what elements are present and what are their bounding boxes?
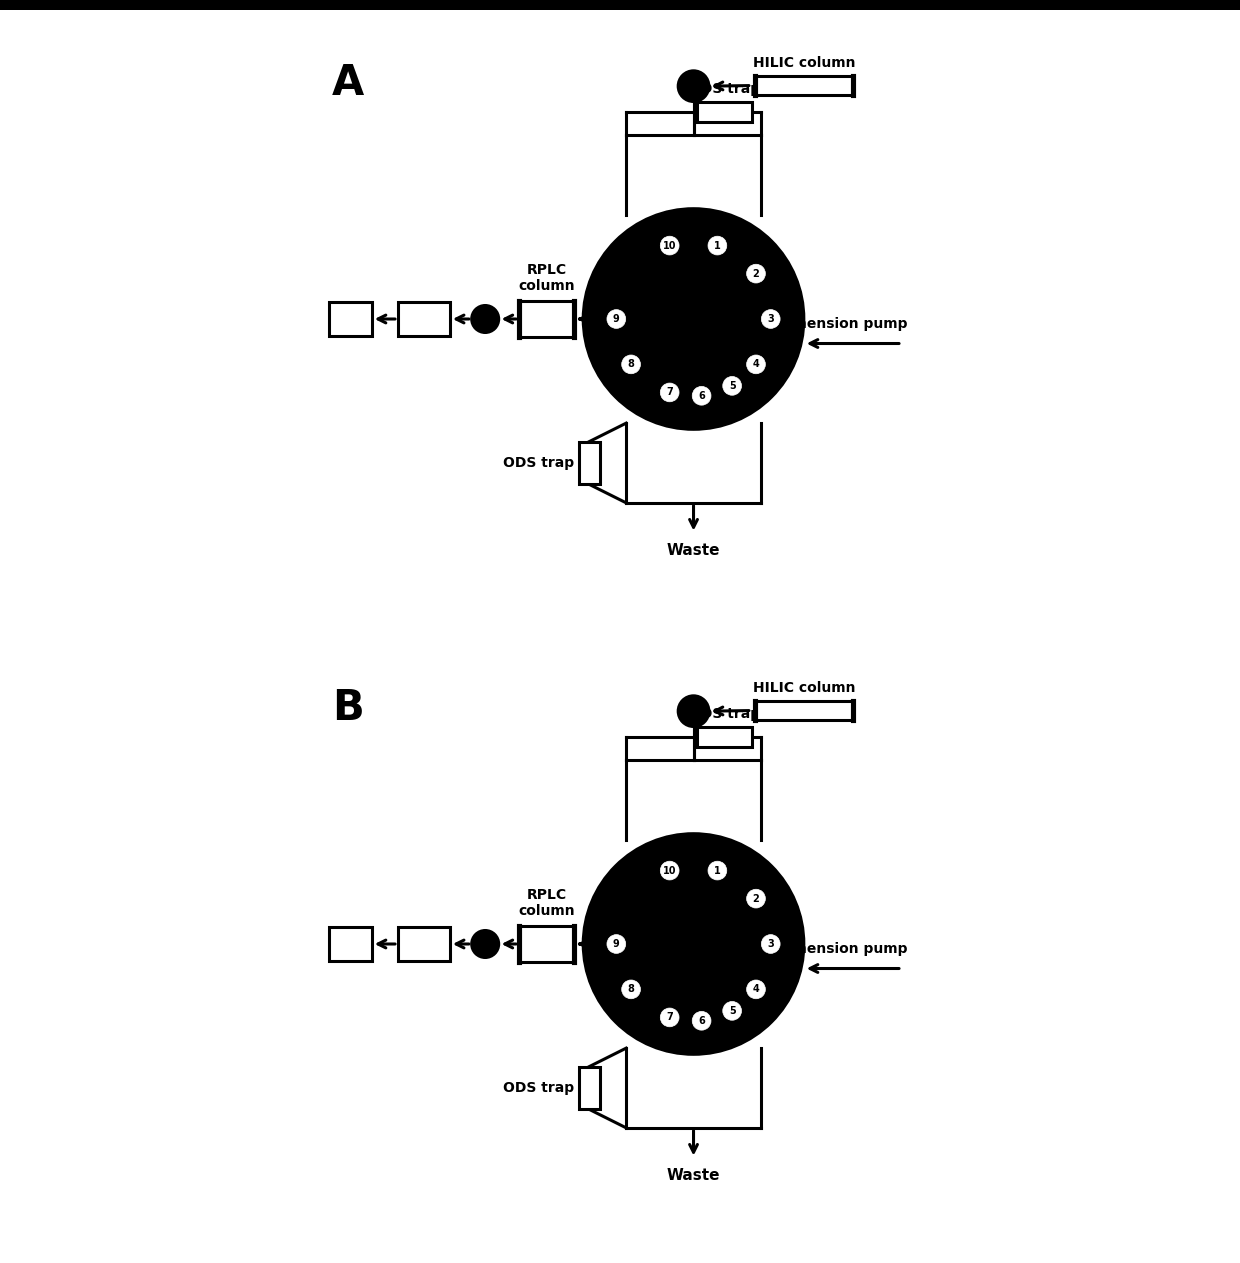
Text: ODS trap: ODS trap	[502, 456, 574, 470]
Circle shape	[660, 1008, 680, 1027]
Circle shape	[660, 383, 680, 402]
Circle shape	[708, 236, 727, 255]
Circle shape	[692, 1012, 711, 1031]
Bar	[697, 727, 751, 746]
Circle shape	[621, 980, 640, 999]
Text: 8: 8	[627, 984, 635, 994]
Circle shape	[583, 834, 804, 1055]
Circle shape	[723, 376, 742, 395]
Bar	[579, 1066, 600, 1109]
Bar	[329, 302, 372, 336]
Text: 2: 2	[753, 269, 759, 279]
Circle shape	[471, 931, 498, 957]
Text: B: B	[332, 687, 363, 729]
Text: 7: 7	[666, 388, 673, 398]
Text: RPLC
column: RPLC column	[518, 263, 575, 293]
Text: 3: 3	[768, 938, 774, 949]
Bar	[398, 302, 450, 336]
Text: MS: MS	[337, 936, 363, 951]
Text: 6: 6	[698, 1015, 706, 1026]
Text: 8: 8	[627, 360, 635, 369]
Text: 2: 2	[753, 894, 759, 903]
Text: Waste: Waste	[667, 543, 720, 558]
Circle shape	[746, 355, 765, 374]
Text: 5: 5	[729, 1005, 735, 1015]
Text: 9: 9	[613, 314, 620, 325]
Circle shape	[708, 861, 727, 880]
Circle shape	[761, 309, 780, 328]
Text: 7: 7	[666, 1013, 673, 1023]
Circle shape	[621, 355, 640, 374]
Text: 5: 5	[729, 381, 735, 390]
Circle shape	[723, 1002, 742, 1021]
Text: Waste: Waste	[667, 1168, 720, 1182]
Text: MS: MS	[337, 312, 363, 327]
Text: ODS trap: ODS trap	[502, 1081, 574, 1095]
Text: ODS trap: ODS trap	[688, 707, 760, 721]
Circle shape	[746, 264, 765, 283]
Text: 10: 10	[663, 865, 677, 875]
Text: 1: 1	[714, 865, 720, 875]
Circle shape	[606, 309, 626, 328]
Text: 10: 10	[663, 240, 677, 250]
Circle shape	[746, 980, 765, 999]
Circle shape	[660, 861, 680, 880]
Text: UV: UV	[412, 936, 436, 951]
Text: Second dimension pump: Second dimension pump	[717, 317, 908, 331]
Text: 1: 1	[714, 240, 720, 250]
Bar	[755, 701, 853, 720]
Bar	[398, 927, 450, 961]
Text: UV: UV	[412, 312, 436, 327]
Bar	[329, 927, 372, 961]
Text: RPLC
column: RPLC column	[518, 888, 575, 918]
Circle shape	[692, 386, 711, 405]
Text: 4: 4	[753, 984, 759, 994]
Circle shape	[746, 889, 765, 908]
Text: 3: 3	[768, 314, 774, 325]
Text: 4: 4	[753, 360, 759, 369]
Bar	[697, 102, 751, 123]
Text: Second dimension pump: Second dimension pump	[717, 942, 908, 956]
Circle shape	[606, 935, 626, 954]
Text: HILIC column: HILIC column	[753, 56, 856, 69]
Bar	[518, 301, 574, 337]
Circle shape	[471, 306, 498, 332]
Bar	[755, 76, 853, 95]
Circle shape	[761, 935, 780, 954]
Bar	[579, 442, 600, 485]
Text: A: A	[332, 62, 365, 104]
Circle shape	[660, 236, 680, 255]
Text: 6: 6	[698, 390, 706, 400]
Circle shape	[678, 696, 709, 726]
Text: 9: 9	[613, 938, 620, 949]
Text: HILIC column: HILIC column	[753, 681, 856, 695]
Circle shape	[583, 208, 804, 429]
Bar	[518, 926, 574, 962]
Text: ODS trap: ODS trap	[688, 82, 760, 96]
Circle shape	[678, 71, 709, 101]
